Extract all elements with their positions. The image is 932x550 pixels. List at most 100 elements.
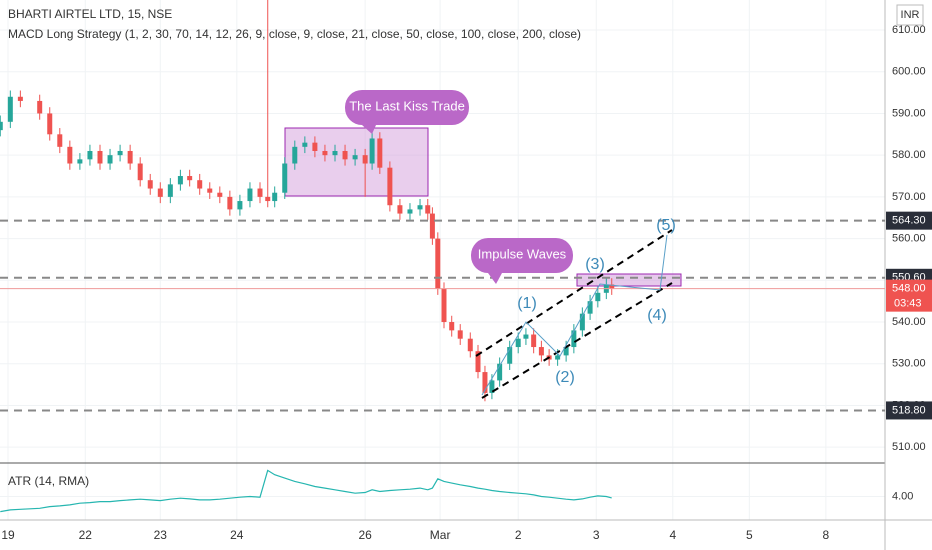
candle-body — [538, 347, 544, 356]
channel-line — [481, 282, 673, 399]
x-tick-label: 19 — [1, 528, 15, 542]
candle-body — [377, 138, 383, 168]
wave-label: (1) — [517, 295, 537, 312]
y-tick-label: 580.00 — [892, 149, 926, 161]
atr-title: ATR (14, RMA) — [8, 474, 89, 488]
candle-body — [457, 330, 463, 339]
zone-box — [576, 273, 682, 287]
candle-body — [272, 192, 278, 202]
candle-body — [417, 205, 423, 210]
wave-label: (2) — [555, 369, 575, 386]
callout-tail — [488, 273, 502, 284]
annotation: Impulse Waves — [478, 246, 567, 261]
candle-body — [167, 184, 173, 197]
level-label: 518.80 — [892, 404, 926, 416]
candle-body — [482, 372, 488, 393]
candle-body — [429, 213, 435, 239]
x-tick-label: Mar — [430, 528, 451, 542]
candle-body — [425, 205, 431, 214]
level-tag — [886, 211, 932, 230]
candle-body — [117, 150, 123, 156]
candle-body — [237, 201, 243, 210]
candle-body — [563, 347, 569, 356]
candle-body — [177, 176, 183, 185]
candle-body — [282, 163, 288, 193]
candle-body — [137, 163, 143, 181]
candle-body — [97, 150, 103, 164]
candle-body — [489, 380, 495, 393]
candle-body — [449, 322, 455, 331]
y-tick-label: 600.00 — [892, 66, 926, 78]
y-tick-label: 540.00 — [892, 316, 926, 328]
candle-body — [302, 142, 308, 147]
x-tick-label: 23 — [154, 528, 168, 542]
candle-body — [187, 176, 193, 181]
symbol-title: BHARTI AIRTEL LTD, 15, NSE — [8, 7, 172, 21]
candle-body — [579, 313, 585, 331]
candle-body — [67, 146, 73, 164]
y-tick-label: 610.00 — [892, 24, 926, 36]
candle-body — [595, 292, 601, 302]
candle-body — [227, 196, 233, 210]
currency-box[interactable] — [896, 4, 924, 26]
x-tick-label: 22 — [79, 528, 93, 542]
y-tick-label: 530.00 — [892, 358, 926, 370]
x-tick-label: 24 — [230, 528, 244, 542]
candle-body — [571, 330, 577, 348]
candle-body — [57, 134, 63, 147]
candle-body — [107, 155, 113, 164]
candle-body — [352, 155, 358, 160]
annotation: The Last Kiss Trade — [349, 98, 465, 113]
candle-body — [0, 121, 3, 131]
x-tick-label: 2 — [515, 528, 522, 542]
candle-body — [467, 338, 473, 352]
x-tick-label: 26 — [358, 528, 372, 542]
candle-body — [475, 351, 481, 373]
zone-box — [284, 127, 429, 197]
level-label: 564.30 — [892, 215, 926, 227]
candle-body — [265, 196, 271, 202]
currency[interactable]: INR — [901, 9, 920, 21]
candle-body — [17, 96, 23, 101]
candle-body — [497, 363, 503, 381]
y-tick-label: 510.00 — [892, 441, 926, 453]
candle-body — [37, 100, 43, 114]
x-tick-label: 5 — [746, 528, 753, 542]
y-tick-label: 560.00 — [892, 232, 926, 244]
atr-line — [0, 469, 612, 513]
last-price-tag — [886, 279, 932, 312]
candle-body — [197, 180, 203, 189]
channel-line — [475, 229, 673, 357]
candle-body — [407, 209, 413, 214]
candle-body — [387, 167, 393, 206]
candle-body — [342, 150, 348, 160]
candle-body — [47, 113, 53, 135]
y-tick-label: 590.00 — [892, 107, 926, 119]
candle-body — [77, 159, 83, 164]
candle-body — [147, 180, 153, 189]
candle-body — [397, 205, 403, 214]
candle-body — [7, 96, 13, 122]
indicator-title: MACD Long Strategy (1, 2, 30, 70, 14, 12… — [8, 27, 581, 41]
drawings: The Last Kiss Trade Impulse Waves (1) (2… — [345, 90, 676, 399]
candle-body — [217, 192, 223, 197]
candle-body — [247, 188, 253, 202]
x-tick-label: 3 — [593, 528, 600, 542]
candle-body — [441, 288, 447, 323]
candle-body — [555, 355, 561, 360]
callout — [345, 90, 469, 125]
y-tick-label: 570.00 — [892, 191, 926, 203]
candle-body — [157, 188, 163, 197]
candle-body — [332, 150, 338, 156]
wave-line — [481, 234, 668, 396]
last-price-label: 548.00 — [892, 283, 926, 295]
wave-label: (4) — [647, 307, 667, 324]
candle-body — [587, 301, 593, 314]
candle-body — [207, 188, 213, 193]
candle-body — [609, 284, 615, 289]
x-tick-label: 8 — [823, 528, 830, 542]
candle-body — [292, 146, 298, 164]
candle-body — [515, 338, 521, 348]
candle-body — [369, 138, 375, 164]
